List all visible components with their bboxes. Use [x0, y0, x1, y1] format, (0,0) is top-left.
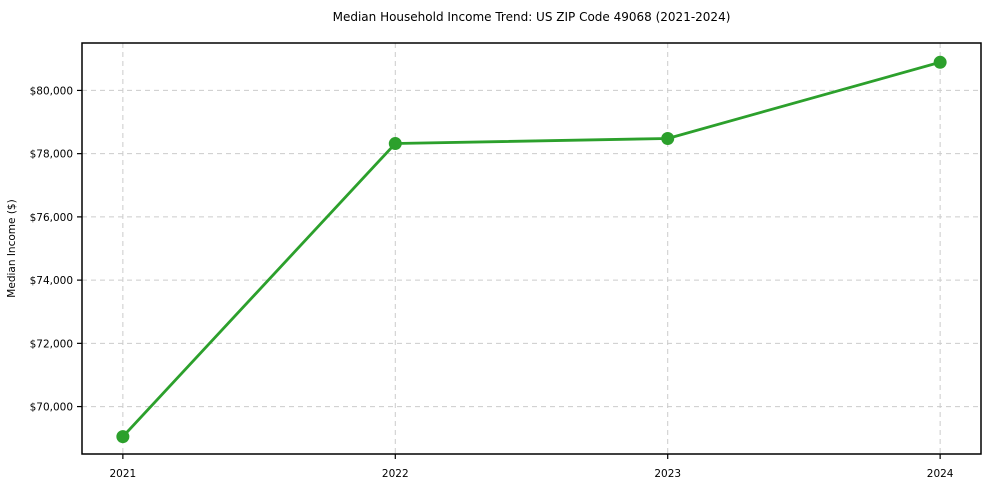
y-tick-label: $76,000	[30, 212, 73, 224]
x-tick-label: 2024	[927, 468, 954, 480]
chart-title: Median Household Income Trend: US ZIP Co…	[333, 10, 731, 24]
x-tick-label: 2022	[382, 468, 409, 480]
data-point	[388, 137, 402, 151]
data-point	[661, 131, 675, 145]
y-tick-label: $72,000	[30, 338, 73, 350]
y-tick-label: $70,000	[30, 402, 73, 414]
x-tick-label: 2023	[654, 468, 681, 480]
trend-line	[121, 60, 942, 439]
y-tick-label: $80,000	[30, 85, 73, 97]
data-point	[116, 430, 130, 444]
x-tick-label: 2021	[109, 468, 136, 480]
plot-border	[81, 42, 982, 455]
y-axis-label: Median Income ($)	[6, 199, 18, 297]
y-tick-label: $78,000	[30, 149, 73, 161]
data-point	[933, 55, 947, 69]
y-tick-label: $74,000	[30, 275, 73, 287]
